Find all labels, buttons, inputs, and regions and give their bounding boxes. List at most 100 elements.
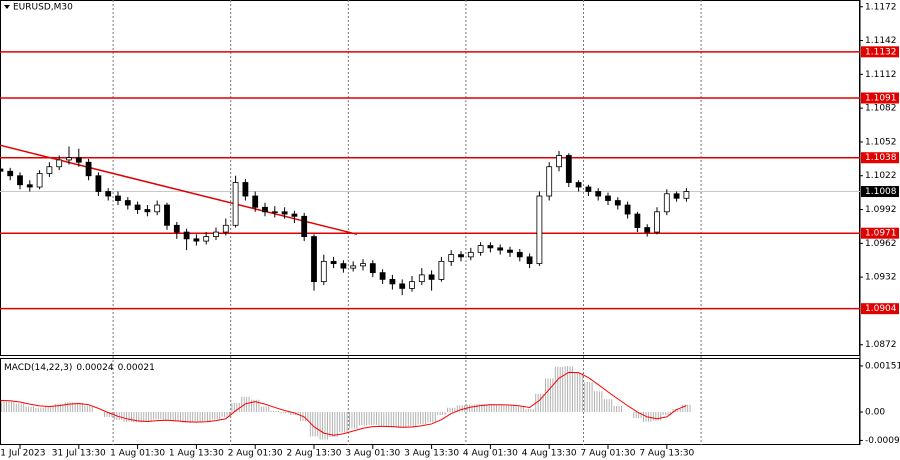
histogram-bar: [358, 412, 368, 426]
x-tick-label: 4 Aug 01:30: [463, 449, 518, 459]
histogram-bar: [309, 412, 319, 437]
candle-body: [634, 213, 641, 228]
x-tick-label: 4 Aug 13:30: [522, 449, 577, 459]
histogram-bar: [427, 412, 436, 423]
y-tick-label: 0.00: [865, 408, 885, 418]
y-tick-label: 1.1082: [865, 104, 897, 114]
x-tick-label: 31 Jul 13:30: [52, 449, 106, 459]
histogram-bar: [594, 391, 603, 413]
histogram-bar: [84, 405, 93, 413]
candle-body: [418, 274, 425, 283]
histogram-bar: [319, 412, 328, 440]
candle-body: [66, 157, 72, 161]
candle-body: [497, 247, 504, 251]
last-price-box: [861, 186, 899, 198]
candle-body: [683, 191, 690, 199]
candle-body: [663, 193, 670, 213]
level-label: 1.0904: [865, 304, 897, 314]
candle-body: [75, 157, 82, 163]
candle-body: [614, 200, 621, 206]
candle-body: [350, 265, 357, 269]
histogram-bar: [388, 412, 397, 428]
histogram-bar: [329, 412, 338, 438]
histogram-bar: [339, 412, 348, 433]
candle-body: [477, 245, 484, 253]
candle-body: [154, 204, 161, 213]
y-tick-label: -0.00093: [865, 436, 900, 446]
candle-body: [320, 260, 327, 283]
x-tick-label: 7 Aug 01:30: [581, 449, 636, 459]
level-label: 1.1132: [865, 47, 897, 57]
histogram-bar: [270, 410, 279, 413]
histogram-bar: [417, 412, 426, 425]
histogram-bar: [515, 406, 524, 413]
candle-body: [673, 193, 680, 199]
candle-body: [526, 256, 533, 265]
candle-body: [360, 263, 366, 267]
histogram-bar: [398, 412, 407, 428]
candle-body: [536, 195, 543, 265]
histogram-bar: [564, 366, 573, 413]
candle-body: [164, 204, 170, 226]
candle-body: [340, 263, 347, 269]
histogram-bar: [143, 412, 152, 422]
candle-body: [271, 211, 278, 213]
candle-body: [389, 278, 396, 285]
y-tick-label: 1.1052: [865, 137, 897, 147]
candle-body: [85, 161, 92, 177]
candle-body: [134, 204, 141, 210]
candle-body: [458, 254, 464, 258]
candle-body: [575, 182, 582, 188]
candle-body: [448, 254, 455, 262]
candle-body: [26, 184, 33, 188]
candle-body: [624, 204, 631, 215]
x-tick-label: 7 Aug 13:30: [639, 449, 694, 459]
x-tick-label: 1 Aug 01:30: [110, 449, 165, 459]
histogram-bar: [554, 366, 564, 413]
x-tick-label: 31 Jul 2023: [0, 449, 45, 459]
candle-body: [262, 206, 268, 213]
x-tick-label: 2 Aug 13:30: [287, 449, 342, 459]
y-tick-label: 1.1112: [865, 70, 897, 80]
histogram-bar: [35, 407, 44, 413]
indicator-title: MACD(14,22,3) 0.00024 0.00021: [4, 363, 155, 373]
candle-body: [330, 260, 337, 265]
indicator-title-part: 0.00024: [76, 363, 113, 373]
candle-body: [409, 281, 415, 289]
x-tick-label: 3 Aug 01:30: [345, 449, 400, 459]
histogram-bar: [496, 404, 505, 413]
candle-body: [654, 211, 660, 233]
candle-body: [95, 175, 102, 192]
histogram-bar: [603, 399, 613, 413]
histogram-bar: [280, 412, 289, 414]
candle-body: [516, 251, 523, 258]
candle-body: [193, 238, 200, 242]
candle-body: [36, 173, 43, 188]
candle-body: [222, 224, 229, 233]
candle-body: [605, 195, 611, 201]
candle-body: [281, 211, 288, 215]
candle-body: [507, 249, 513, 253]
candle-body: [438, 260, 445, 280]
histogram-bar: [45, 406, 54, 413]
histogram-bar: [437, 412, 446, 416]
candle-body: [17, 175, 23, 186]
x-tick-label: 1 Aug 13:30: [169, 449, 224, 459]
histogram-bar: [260, 406, 270, 413]
candle-body: [546, 166, 553, 197]
candle-body: [203, 236, 210, 242]
candle-body: [242, 182, 249, 197]
level-label-box: [861, 227, 899, 239]
signal-line: [0, 371, 687, 436]
last-price-label: 1.1008: [865, 187, 897, 197]
candle-body: [301, 215, 308, 237]
histogram-bar: [368, 412, 377, 425]
y-tick-label: 1.1022: [865, 171, 897, 181]
candle-body: [252, 195, 259, 208]
histogram-bar: [407, 412, 417, 427]
histogram-bar: [378, 412, 387, 427]
candle-body: [556, 155, 562, 168]
x-tick-label: 2 Aug 01:30: [228, 449, 283, 459]
